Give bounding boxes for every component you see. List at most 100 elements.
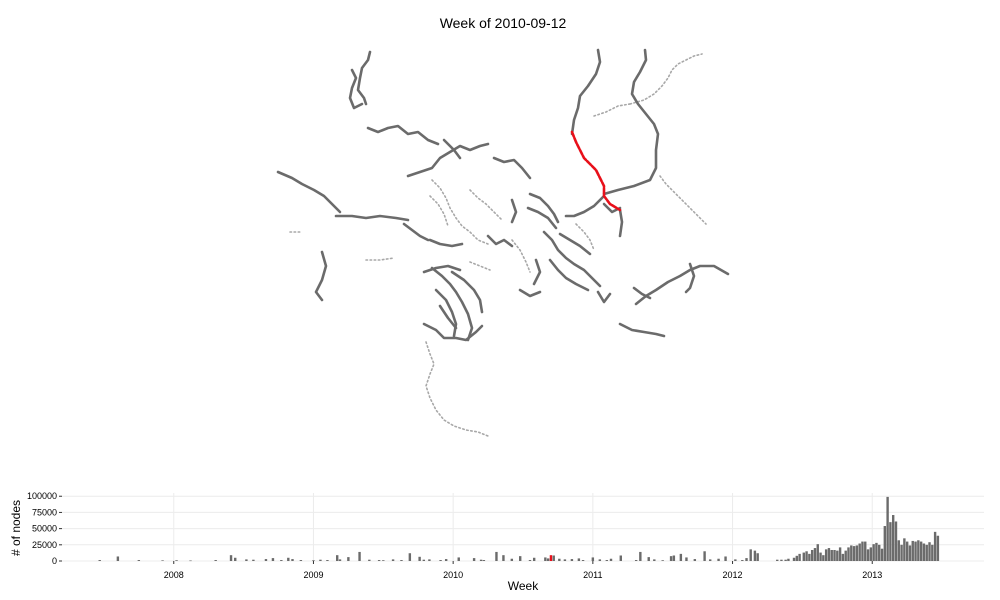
bar bbox=[672, 555, 676, 561]
bar bbox=[936, 535, 940, 561]
bar bbox=[787, 558, 790, 561]
active-road-20 bbox=[422, 322, 484, 342]
inactive-road-8 bbox=[365, 257, 395, 261]
inactive-road-3 bbox=[431, 179, 489, 245]
bar bbox=[897, 540, 900, 561]
bar bbox=[808, 553, 811, 561]
bar bbox=[661, 560, 664, 561]
bar bbox=[917, 540, 920, 561]
bar bbox=[214, 560, 217, 561]
bar bbox=[891, 515, 895, 561]
bar bbox=[810, 549, 814, 561]
bar bbox=[653, 559, 656, 561]
bar bbox=[894, 521, 898, 561]
bar bbox=[326, 560, 329, 561]
bar bbox=[502, 555, 505, 561]
bar bbox=[422, 559, 426, 561]
bar bbox=[847, 547, 850, 561]
active-road-33 bbox=[510, 198, 518, 224]
active-road-29 bbox=[684, 262, 696, 294]
bar bbox=[428, 559, 431, 561]
bar bbox=[850, 545, 853, 561]
bar bbox=[805, 551, 808, 561]
bar bbox=[889, 522, 892, 561]
bar bbox=[734, 559, 737, 561]
bar bbox=[280, 560, 283, 561]
bar bbox=[558, 558, 561, 561]
active-road-16 bbox=[430, 266, 474, 342]
x-tick-label: 2012 bbox=[723, 570, 743, 580]
bar bbox=[911, 540, 914, 561]
bar bbox=[457, 557, 460, 561]
active-road-11 bbox=[442, 138, 462, 160]
x-tick-label: 2010 bbox=[443, 570, 463, 580]
road-network-map bbox=[276, 48, 730, 437]
inactive-road-9 bbox=[511, 239, 531, 273]
inactive-road-2 bbox=[659, 175, 707, 225]
inactive-road-1 bbox=[629, 53, 703, 105]
bar bbox=[919, 541, 923, 561]
active-road-34 bbox=[532, 258, 542, 286]
active-road-4 bbox=[564, 194, 606, 218]
bar bbox=[581, 560, 585, 561]
bar bbox=[685, 557, 688, 561]
bar bbox=[795, 555, 799, 561]
bar bbox=[495, 551, 498, 561]
bar bbox=[137, 560, 141, 561]
bar bbox=[708, 559, 712, 561]
active-road-8 bbox=[334, 214, 410, 222]
bar bbox=[382, 560, 385, 561]
bar bbox=[922, 543, 926, 561]
bar bbox=[472, 558, 476, 561]
bar bbox=[609, 558, 613, 561]
active-road-9 bbox=[366, 124, 440, 146]
inactive-road-11 bbox=[575, 223, 595, 251]
bar bbox=[234, 557, 237, 561]
bar bbox=[546, 558, 550, 561]
active-road-7 bbox=[276, 170, 342, 214]
bar bbox=[717, 558, 720, 561]
active-road-24 bbox=[542, 230, 602, 288]
bar bbox=[598, 559, 602, 561]
bar bbox=[883, 526, 887, 561]
inactive-road-0 bbox=[593, 103, 631, 117]
bar bbox=[841, 553, 845, 561]
bar bbox=[175, 560, 178, 561]
inactive-road-5 bbox=[469, 189, 503, 221]
bar bbox=[377, 560, 381, 561]
bar bbox=[838, 547, 842, 561]
bar bbox=[866, 549, 870, 561]
bar bbox=[605, 560, 609, 561]
bar bbox=[552, 555, 555, 561]
bar bbox=[528, 560, 532, 561]
bar bbox=[368, 559, 371, 561]
bar bbox=[287, 557, 290, 561]
bar bbox=[271, 558, 275, 561]
bar bbox=[925, 544, 928, 561]
bar bbox=[189, 560, 192, 562]
active-road-12 bbox=[492, 156, 532, 180]
bar bbox=[347, 557, 350, 561]
bar bbox=[319, 559, 322, 561]
bar bbox=[905, 541, 909, 561]
active-road-15 bbox=[314, 250, 328, 302]
active-road-26 bbox=[548, 258, 590, 292]
bar bbox=[544, 557, 547, 561]
bar bbox=[855, 545, 859, 561]
chart-grid bbox=[62, 493, 984, 562]
y-tick-label: 50000 bbox=[32, 524, 57, 534]
active-road-3 bbox=[602, 48, 660, 196]
y-tick-label: 100000 bbox=[27, 491, 57, 501]
bar bbox=[161, 560, 164, 561]
bar bbox=[830, 549, 833, 561]
bar bbox=[724, 556, 727, 561]
bar bbox=[813, 548, 817, 561]
active-road-19 bbox=[438, 304, 458, 330]
active-road-25 bbox=[558, 232, 592, 256]
active-road-35 bbox=[518, 288, 542, 298]
bar bbox=[824, 549, 828, 561]
active-road-10 bbox=[406, 142, 490, 178]
bar bbox=[741, 560, 744, 561]
